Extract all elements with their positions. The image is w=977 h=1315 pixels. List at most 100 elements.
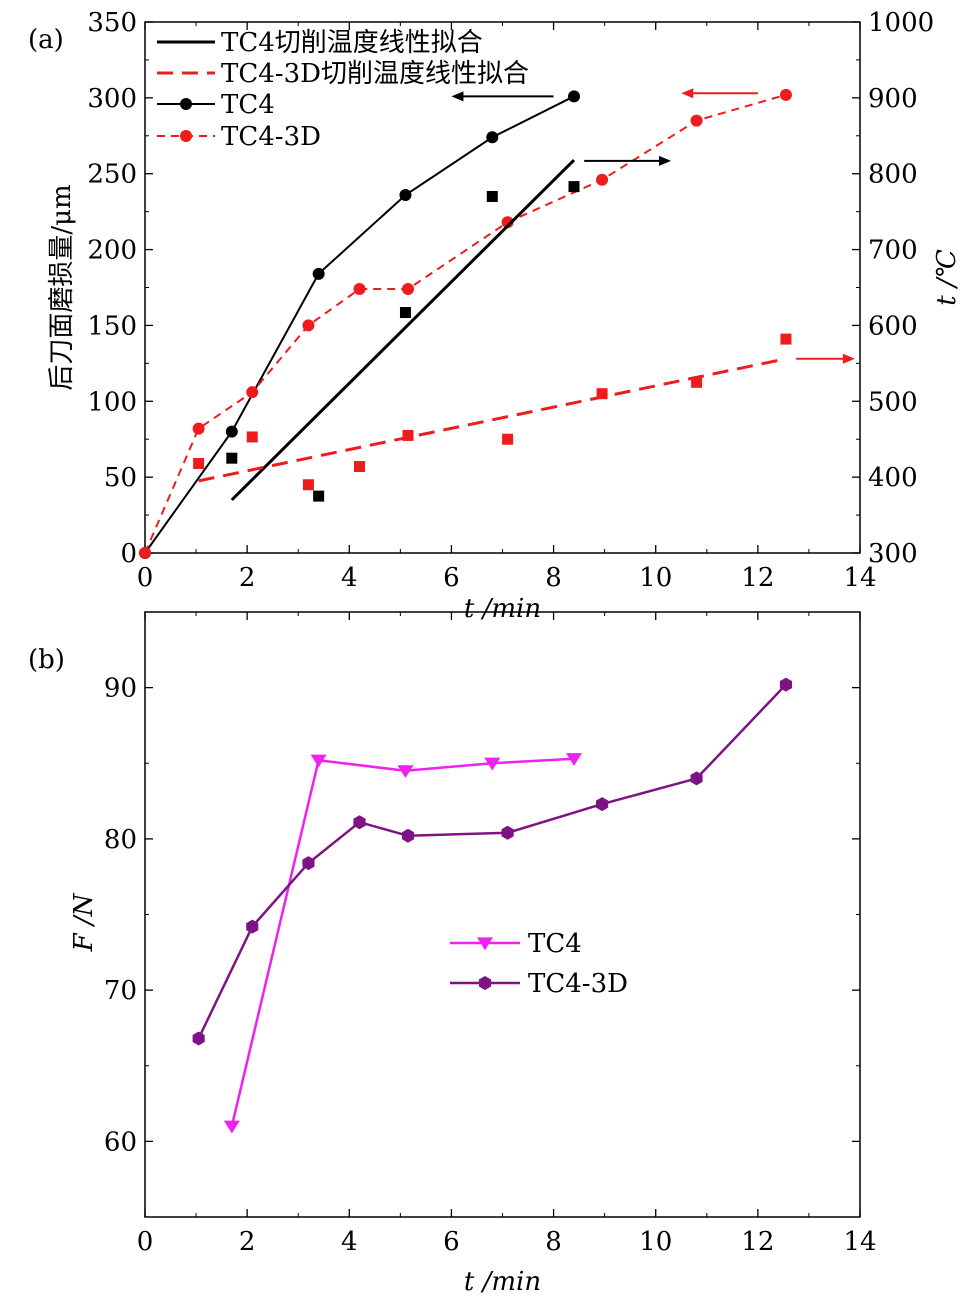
data-point-TC4-3D	[302, 856, 315, 871]
x-tick-label: 2	[239, 1227, 256, 1257]
annotation-arrow-head	[451, 91, 464, 102]
x-tick-label: 14	[843, 563, 876, 593]
data-point-3	[596, 388, 608, 400]
x-tick-label: 6	[443, 563, 460, 593]
series-line-TC4	[230, 757, 575, 1127]
annotation-arrow-head	[659, 155, 672, 166]
annotation-arrow-head	[681, 88, 694, 99]
y2-tick-label: 500	[868, 387, 918, 417]
y-tick-label: 0	[120, 539, 137, 569]
data-point-TC4-3D	[353, 815, 366, 830]
data-point-2	[568, 181, 580, 193]
y-tick-label: 90	[104, 674, 137, 704]
data-point-0	[225, 425, 238, 438]
legend-label: TC4	[528, 929, 582, 959]
legend-label: TC4切削温度线性拟合	[221, 28, 483, 58]
legend-label: TC4	[221, 90, 275, 120]
y2-tick-label: 600	[868, 311, 918, 341]
data-point-1	[402, 283, 415, 296]
series-line-5	[198, 357, 787, 483]
data-point-0	[312, 267, 325, 280]
annotation-arrow-head	[842, 353, 855, 364]
data-point-3	[691, 376, 703, 388]
y-tick-label: 150	[87, 311, 137, 341]
data-point-TC4-3D	[596, 797, 609, 812]
y-tick-label: 50	[104, 463, 137, 493]
series-line-TC4-3D	[197, 683, 787, 1040]
x-tick-label: 10	[639, 1227, 672, 1257]
y-axis-label: F /N	[69, 892, 99, 952]
y-tick-label: 200	[87, 236, 137, 266]
data-point-3	[402, 429, 414, 441]
legend-label: TC4-3D	[528, 969, 628, 999]
data-point-TC4	[566, 753, 582, 766]
x-tick-label: 0	[137, 563, 154, 593]
panel-label: (a)	[28, 25, 64, 55]
series-line-4	[230, 159, 576, 501]
x-tick-label: 4	[341, 563, 358, 593]
data-point-TC4	[223, 1120, 240, 1134]
data-point-TC4-3D	[501, 825, 514, 840]
data-point-2	[486, 190, 498, 202]
series-line-0	[144, 95, 575, 554]
y-tick-label: 80	[104, 825, 137, 855]
panel-b-chart: 0 2 4 6 8 10 12 14 60 70 80 90 t /min F /N (b) TC4 TC4-3…	[28, 611, 877, 1297]
y2-tick-label: 1000	[868, 8, 934, 38]
data-point-TC4-3D	[402, 828, 415, 843]
data-point-1	[596, 173, 609, 186]
x-tick-label: 12	[741, 563, 774, 593]
y2-tick-label: 900	[868, 84, 918, 114]
y2-axis-label: t /℃	[932, 249, 962, 306]
data-point-2	[226, 452, 238, 464]
x-tick-label: 8	[545, 1227, 562, 1257]
x-tick-label: 14	[843, 1227, 876, 1257]
legend-marker	[180, 130, 192, 142]
data-point-TC4	[484, 757, 501, 771]
data-point-3	[354, 461, 365, 473]
data-point-2	[313, 490, 325, 502]
x-tick-label: 10	[639, 563, 672, 593]
y-tick-label: 250	[87, 160, 137, 190]
legend-marker	[478, 976, 492, 990]
data-point-1	[192, 422, 205, 435]
y-tick-label: 70	[104, 976, 137, 1006]
panel-label: (b)	[28, 645, 65, 675]
panel-a-chart: 0 2 4 6 8 10 12 14 0 50 100 150 200 250 300 350 300 400 50…	[28, 8, 962, 624]
y2-tick-label: 400	[868, 463, 918, 493]
legend-marker	[477, 937, 493, 951]
series-line-1	[144, 93, 787, 554]
data-point-TC4-3D	[246, 919, 259, 934]
legend-label: TC4-3D切削温度线性拟合	[221, 59, 529, 89]
x-axis-label: t /min	[464, 594, 541, 624]
data-point-TC4-3D	[779, 677, 792, 692]
data-point-0	[486, 131, 499, 144]
y-tick-label: 60	[104, 1127, 137, 1157]
y2-tick-label: 800	[868, 160, 918, 190]
data-point-3	[193, 457, 205, 469]
data-point-1	[501, 216, 514, 229]
x-tick-label: 2	[239, 563, 256, 593]
data-point-1	[690, 114, 703, 127]
data-point-2	[399, 307, 411, 319]
data-point-1	[353, 283, 366, 296]
data-point-TC4-3D	[192, 1031, 205, 1046]
legend-marker	[180, 98, 192, 110]
data-point-1	[139, 547, 151, 559]
data-point-TC4	[397, 765, 414, 779]
x-tick-label: 12	[741, 1227, 774, 1257]
data-point-3	[246, 431, 258, 443]
data-point-1	[302, 319, 315, 332]
legend-label: TC4-3D	[221, 122, 321, 152]
data-point-0	[568, 90, 580, 103]
y-tick-label: 350	[87, 8, 137, 38]
x-axis-label: t /min	[464, 1267, 541, 1297]
y-tick-label: 100	[87, 387, 137, 417]
y2-tick-label: 300	[868, 539, 918, 569]
y-axis-label: 后刀面磨损量/μm	[47, 184, 77, 390]
data-point-TC4-3D	[690, 771, 703, 786]
plot-frame	[144, 611, 861, 1218]
x-tick-label: 6	[443, 1227, 460, 1257]
x-tick-label: 0	[137, 1227, 154, 1257]
data-point-1	[246, 386, 259, 399]
